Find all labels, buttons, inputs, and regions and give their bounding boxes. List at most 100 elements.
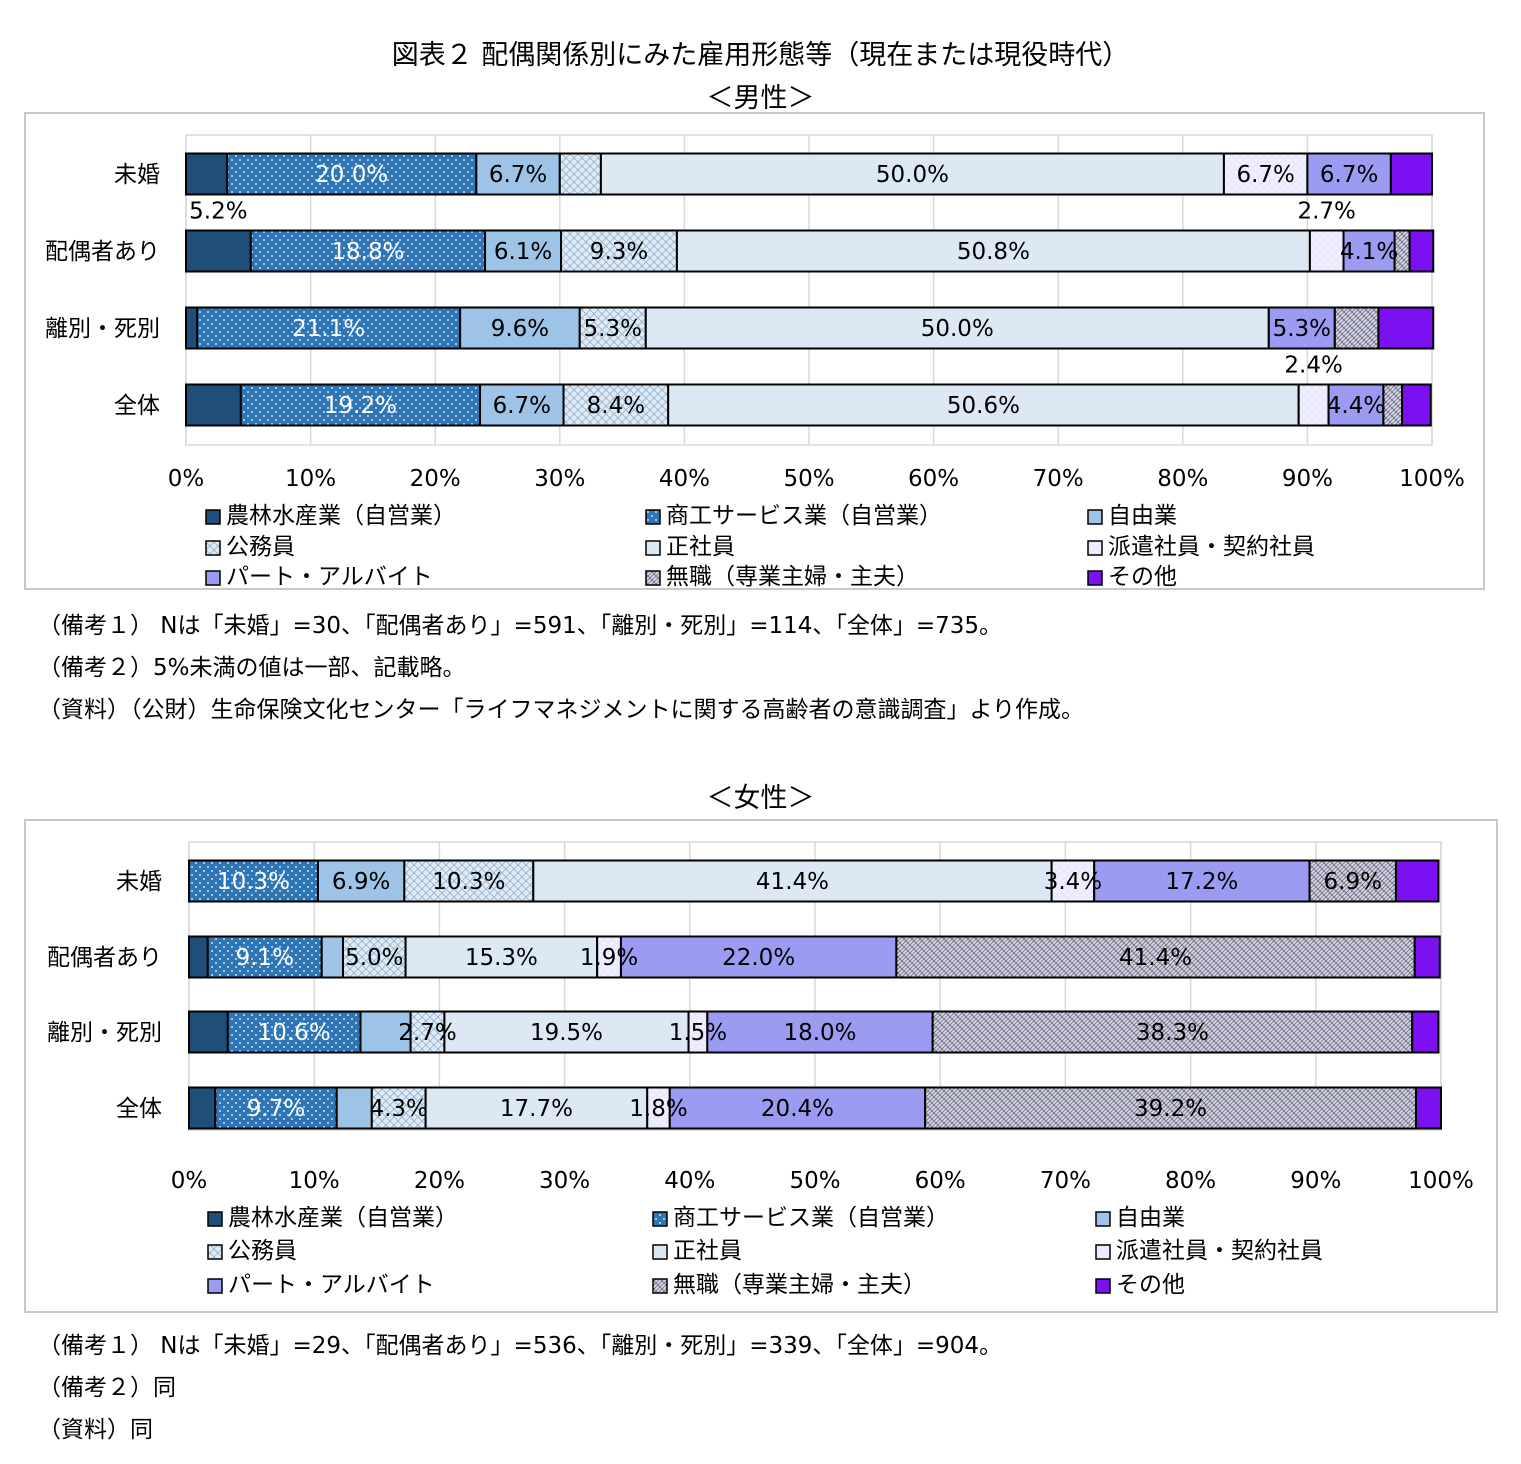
bar-segment <box>239 383 482 427</box>
legend-label: パート・アルバイト <box>226 564 433 588</box>
x-tick-label: 70% <box>1040 1168 1091 1194</box>
legend-label: 農林水産業（自営業） <box>228 1205 458 1231</box>
data-label: 10.3% <box>432 869 505 895</box>
x-tick-label: 100% <box>1408 1168 1474 1194</box>
data-label: 10.6% <box>258 1020 331 1046</box>
legend-label: 派遣社員・契約社員 <box>1116 1238 1323 1264</box>
data-label: 5.3% <box>584 316 642 342</box>
data-label: 4.1% <box>1340 239 1398 265</box>
x-tick-label: 10% <box>285 466 336 492</box>
legend-label: 無職（専業主婦・主夫） <box>673 1272 926 1298</box>
bar-segment <box>558 152 602 196</box>
legend-swatch <box>652 1278 668 1294</box>
plot-area <box>185 134 1433 446</box>
male-subtitle: ＜男性＞ <box>706 83 815 114</box>
data-label: 10.3% <box>217 869 290 895</box>
data-label: 9.3% <box>590 239 648 265</box>
legend-label: 自由業 <box>1116 1205 1185 1231</box>
x-tick-label: 80% <box>1157 466 1208 492</box>
data-label: 1.9% <box>580 945 638 971</box>
data-label: 2.4% <box>1284 353 1342 379</box>
data-label: 6.7% <box>493 393 551 419</box>
x-tick-label: 70% <box>1033 466 1084 492</box>
x-tick-label: 50% <box>789 1168 840 1194</box>
legend-swatch <box>1095 1211 1111 1227</box>
data-label: 4.4% <box>1327 393 1385 419</box>
bar-segment <box>1093 859 1311 903</box>
bar-segment <box>185 229 252 273</box>
data-label: 20.0% <box>315 162 388 188</box>
data-label: 5.3% <box>1273 316 1331 342</box>
data-label: 2.7% <box>398 1020 456 1046</box>
x-tick-label: 90% <box>1282 466 1333 492</box>
legend-label: 正社員 <box>666 534 735 560</box>
x-tick-label: 30% <box>534 466 585 492</box>
x-tick-label: 90% <box>1290 1168 1341 1194</box>
bar-segment <box>409 1010 446 1054</box>
data-label: 6.7% <box>1320 162 1378 188</box>
bar-segment <box>1411 1010 1440 1054</box>
bar-segment <box>1413 935 1441 979</box>
bar-segment <box>644 306 1270 350</box>
bar-segment <box>424 1086 649 1130</box>
bar-segment <box>214 1086 338 1130</box>
female-subtitle: ＜女性＞ <box>706 783 815 814</box>
legend-swatch <box>1087 509 1103 525</box>
data-label: 50.8% <box>957 239 1030 265</box>
bar-segment <box>188 1086 217 1130</box>
legend-label: 派遣社員・契約社員 <box>1108 534 1315 560</box>
bar-segment <box>924 1086 1417 1130</box>
bar-segment <box>1306 152 1392 196</box>
legend-swatch <box>645 540 661 556</box>
data-label: 50.0% <box>876 162 949 188</box>
data-label: 17.7% <box>500 1096 573 1122</box>
bar-segment <box>188 859 319 903</box>
data-label: 9.7% <box>247 1096 305 1122</box>
legend-swatch <box>645 570 661 586</box>
bar-segment <box>484 229 563 273</box>
bar-segment <box>206 935 323 979</box>
legend-label: 無職（専業主婦・主夫） <box>666 564 919 588</box>
female-source: （資料）同 <box>38 1417 153 1443</box>
x-tick-label: 0% <box>171 1168 208 1194</box>
male-note-1: （備考１） Nは「未婚」=30、「配偶者あり」=591、「離別・死別」=114、… <box>38 613 1003 639</box>
legend-swatch <box>205 509 221 525</box>
bar-segment <box>359 1010 412 1054</box>
legend-swatch <box>1095 1278 1111 1294</box>
bar-segment <box>404 935 599 979</box>
category-label: 未婚 <box>116 869 162 895</box>
x-tick-label: 80% <box>1165 1168 1216 1194</box>
data-label: 19.5% <box>530 1020 603 1046</box>
legend-label: 自由業 <box>1108 503 1177 529</box>
data-label: 22.0% <box>722 945 795 971</box>
bar-segment <box>249 229 487 273</box>
legend-label: 商工サービス業（自営業） <box>673 1205 949 1231</box>
x-tick-label: 20% <box>410 466 461 492</box>
data-label: 18.0% <box>783 1020 856 1046</box>
data-label: 18.8% <box>331 239 404 265</box>
legend-label: その他 <box>1116 1272 1185 1298</box>
category-label: 全体 <box>116 1096 162 1122</box>
legend-swatch <box>652 1244 668 1260</box>
bar-segment <box>1308 859 1397 903</box>
bar-segment <box>188 1010 229 1054</box>
legend-swatch <box>1087 570 1103 586</box>
legend-swatch <box>1087 540 1103 556</box>
bar-segment <box>188 935 209 979</box>
category-label: 配偶者あり <box>45 239 160 265</box>
bar-segment <box>1382 383 1404 427</box>
data-label: 19.2% <box>324 393 397 419</box>
category-label: 全体 <box>114 393 160 419</box>
male-note-2: （備考２）5%未満の値は一部、記載略。 <box>38 655 466 681</box>
bar-segment <box>320 935 344 979</box>
female-note-1: （備考１） Nは「未婚」=29、「配偶者あり」=536、「離別・死別」=339、… <box>38 1333 1003 1359</box>
bar-segment <box>1394 859 1440 903</box>
bar-segment <box>1401 383 1432 427</box>
x-tick-label: 0% <box>168 466 205 492</box>
data-label: 15.3% <box>465 945 538 971</box>
bar-segment <box>196 306 462 350</box>
x-tick-label: 30% <box>539 1168 590 1194</box>
bar-segment <box>185 383 242 427</box>
bar-segment <box>185 152 229 196</box>
bar-segment <box>1327 383 1385 427</box>
